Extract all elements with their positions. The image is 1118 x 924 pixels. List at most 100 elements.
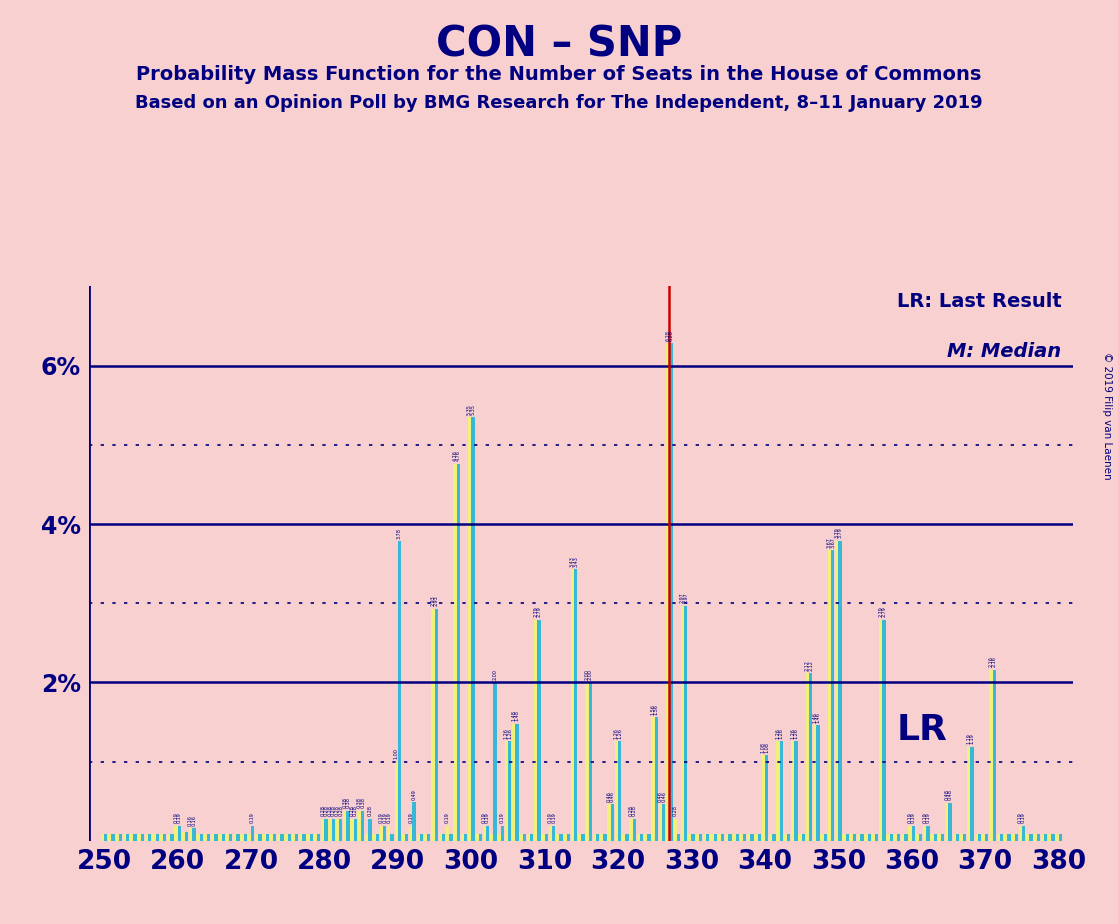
Text: 1.08: 1.08	[764, 742, 769, 753]
Bar	[314, 833, 318, 841]
Bar	[339, 819, 342, 841]
Bar	[813, 725, 816, 841]
Bar	[420, 833, 423, 841]
Bar	[138, 833, 141, 841]
Text: 2.97: 2.97	[683, 592, 689, 603]
Text: 1.46: 1.46	[815, 712, 821, 723]
Text: 1.19: 1.19	[966, 734, 972, 744]
Text: 1.26: 1.26	[790, 728, 795, 738]
Text: 4.76: 4.76	[456, 451, 461, 461]
Bar	[659, 805, 662, 841]
Text: 0.28: 0.28	[628, 806, 634, 816]
Bar	[475, 833, 479, 841]
Bar	[574, 569, 577, 841]
Bar	[552, 826, 556, 841]
Bar	[490, 833, 493, 841]
Bar	[115, 833, 119, 841]
Bar	[244, 833, 247, 841]
Bar	[622, 833, 625, 841]
Bar	[1018, 826, 1022, 841]
Bar	[358, 810, 361, 841]
Bar	[755, 833, 758, 841]
Text: 1.08: 1.08	[760, 742, 766, 753]
Bar	[405, 833, 408, 841]
Bar	[541, 833, 544, 841]
Bar	[710, 833, 713, 841]
Bar	[233, 833, 236, 841]
Bar	[178, 826, 181, 841]
Text: 0.28: 0.28	[331, 806, 335, 816]
Bar	[963, 833, 966, 841]
Bar	[982, 833, 985, 841]
Bar	[790, 741, 794, 841]
Bar	[938, 833, 941, 841]
Bar	[170, 833, 173, 841]
Text: 0.16: 0.16	[191, 815, 197, 826]
Bar	[934, 833, 937, 841]
Bar	[376, 833, 379, 841]
Bar	[864, 833, 868, 841]
Bar	[508, 741, 511, 841]
Text: 0.19: 0.19	[485, 813, 490, 823]
Text: 0.28: 0.28	[368, 806, 372, 816]
Bar	[625, 833, 628, 841]
Bar	[1041, 833, 1044, 841]
Bar	[578, 833, 581, 841]
Bar	[145, 833, 149, 841]
Text: 2.79: 2.79	[879, 607, 883, 617]
Bar	[824, 833, 827, 841]
Bar	[1004, 833, 1007, 841]
Bar	[380, 826, 383, 841]
Text: 0.19: 0.19	[173, 813, 179, 823]
Bar	[390, 833, 394, 841]
Text: 0.19: 0.19	[922, 813, 927, 823]
Bar	[424, 833, 427, 841]
Bar	[838, 541, 842, 841]
Bar	[520, 833, 522, 841]
Text: 0.49: 0.49	[411, 789, 417, 799]
Bar	[453, 464, 456, 841]
Bar	[229, 833, 233, 841]
Bar	[802, 833, 805, 841]
Bar	[530, 833, 533, 841]
Bar	[255, 833, 258, 841]
Bar	[904, 833, 908, 841]
Bar	[692, 833, 694, 841]
Text: 0.19: 0.19	[482, 813, 486, 823]
Text: 2.93: 2.93	[430, 596, 435, 606]
Bar	[948, 803, 951, 841]
Bar	[104, 833, 107, 841]
Text: 0.19: 0.19	[177, 813, 182, 823]
Bar	[784, 833, 787, 841]
Text: 6.28: 6.28	[665, 330, 671, 341]
Bar	[160, 833, 163, 841]
Text: LR: LR	[897, 713, 948, 748]
Bar	[468, 417, 471, 841]
Bar	[350, 819, 353, 841]
Bar	[740, 833, 742, 841]
Bar	[263, 833, 266, 841]
Bar	[200, 833, 202, 841]
Bar	[831, 550, 834, 841]
Bar	[960, 833, 963, 841]
Bar	[779, 741, 783, 841]
Text: 0.19: 0.19	[445, 813, 451, 823]
Bar	[522, 833, 525, 841]
Bar	[945, 803, 948, 841]
Text: 0.46: 0.46	[659, 791, 663, 802]
Bar	[721, 833, 724, 841]
Text: 2.12: 2.12	[808, 660, 813, 671]
Bar	[174, 826, 178, 841]
Bar	[1014, 833, 1017, 841]
Text: 2.16: 2.16	[992, 657, 996, 667]
Text: 2.79: 2.79	[533, 607, 538, 617]
Text: 0.28: 0.28	[328, 806, 332, 816]
Bar	[343, 810, 347, 841]
Text: 2.97: 2.97	[680, 592, 685, 603]
Bar	[897, 833, 900, 841]
Bar	[567, 833, 570, 841]
Bar	[353, 819, 357, 841]
Text: 3.43: 3.43	[570, 556, 575, 566]
Text: 0.46: 0.46	[661, 791, 666, 802]
Bar	[996, 833, 999, 841]
